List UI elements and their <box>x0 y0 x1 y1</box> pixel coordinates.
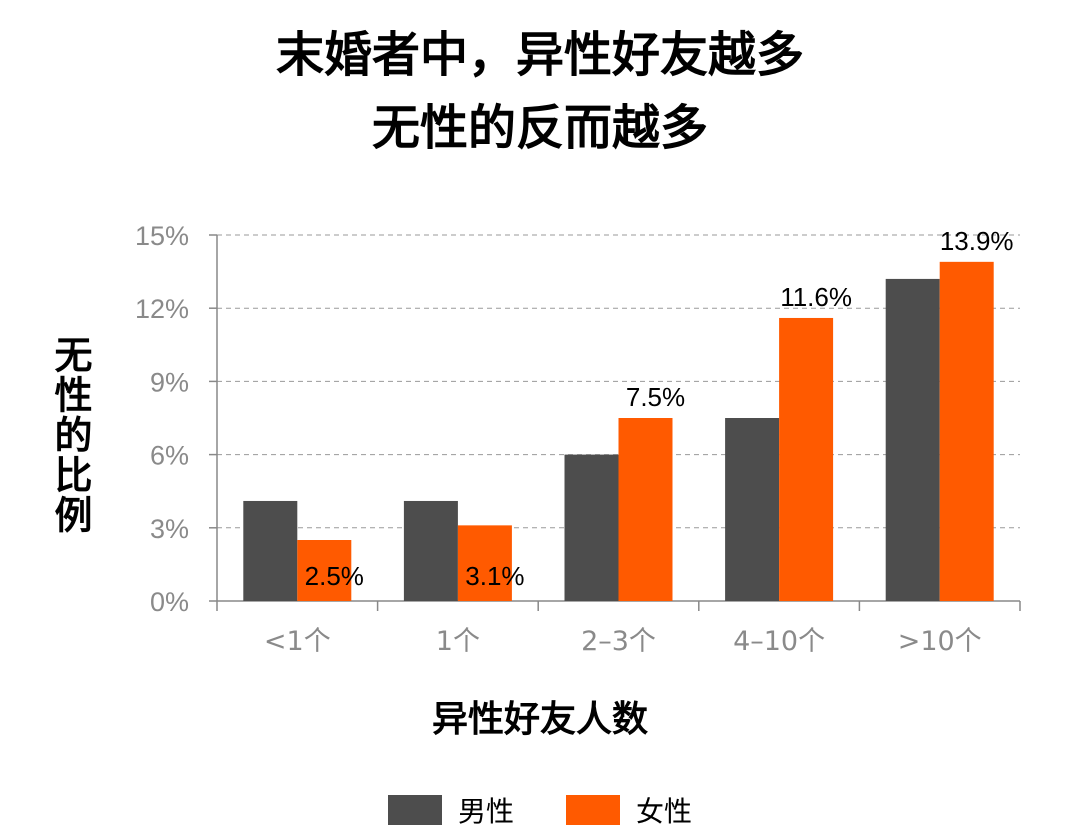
bar-male <box>564 454 619 601</box>
x-tick-label: 4–10个 <box>733 626 825 657</box>
y-tick-label: 12% <box>135 294 189 324</box>
legend-label-female: 女性 <box>636 795 693 828</box>
x-tick-label: 2–3个 <box>581 626 656 657</box>
bar-male <box>243 500 298 601</box>
bar-male <box>725 418 780 601</box>
bar-female <box>779 317 834 601</box>
data-label: 11.6% <box>780 282 852 312</box>
bar-male <box>885 278 940 601</box>
legend-swatch-male <box>387 795 442 825</box>
x-tick-label: >10个 <box>898 626 982 657</box>
data-label: 7.5% <box>626 382 685 412</box>
x-axis-label: 异性好友人数 <box>431 699 648 740</box>
chart-title-line-2: 无性的反而越多 <box>371 100 708 156</box>
data-label: 2.5% <box>305 561 364 591</box>
legend-label-male: 男性 <box>457 795 514 828</box>
y-tick-label: 0% <box>150 587 189 617</box>
y-tick-label: 9% <box>150 367 189 397</box>
bar-female <box>939 261 994 601</box>
y-axis-label: 无性的比例 <box>48 335 92 535</box>
chart-title-line-1: 末婚者中，异性好友越多 <box>275 27 804 83</box>
bar-female <box>618 418 673 601</box>
x-tick-label: 1个 <box>436 626 480 657</box>
legend-item-female: 女性 <box>566 790 692 830</box>
legend-swatch-female <box>566 795 620 825</box>
bar-female <box>297 540 352 601</box>
y-tick-label: 3% <box>150 514 189 544</box>
bar-female <box>457 525 512 601</box>
y-tick-label: 6% <box>150 441 189 471</box>
data-label: 13.9% <box>940 226 1014 256</box>
y-tick-label: 15% <box>135 221 189 251</box>
data-label: 3.1% <box>465 561 524 591</box>
legend-item-male: 男性 <box>387 790 514 830</box>
legend: 男性 女性 <box>0 790 1080 830</box>
bar-male <box>403 500 458 601</box>
x-tick-label: <1个 <box>264 626 331 657</box>
